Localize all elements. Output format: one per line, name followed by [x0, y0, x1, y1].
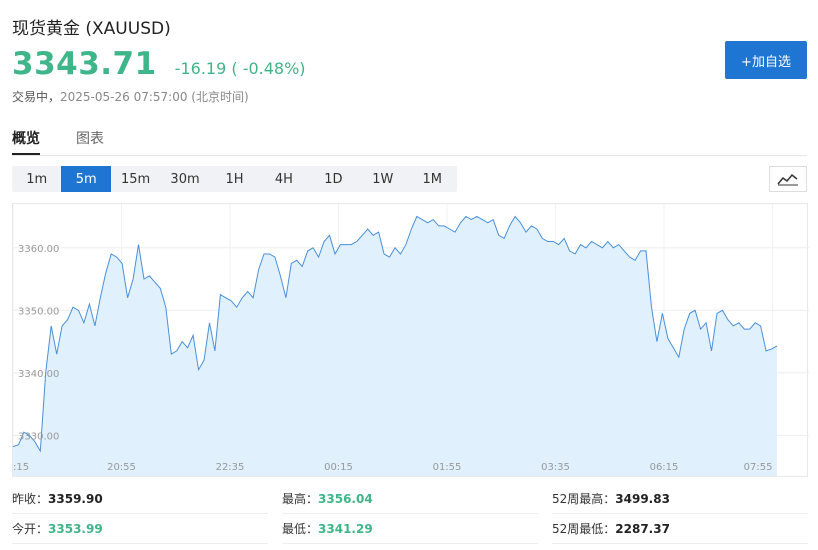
stat-low: 最低： 3341.29 [282, 514, 538, 544]
stat-label: 52周最低： [552, 522, 616, 536]
stats-row: 昨收： 3359.90 最高： 3356.04 52周最高： 3499.83 [12, 484, 808, 514]
stats-table: 昨收： 3359.90 最高： 3356.04 52周最高： 3499.83 今开： 3… [12, 484, 808, 544]
period-30m[interactable]: 30m [170, 171, 200, 187]
x-tick-label: 03:35 [541, 462, 570, 473]
price-row: 3343.71 -16.19 ( -0.48%) [12, 46, 306, 82]
tab-chart[interactable]: 图表 [76, 131, 104, 147]
period-1mo[interactable]: 1M [422, 171, 442, 187]
stat-value: 3341.29 [318, 521, 373, 536]
stat-label: 52周最高： [552, 492, 616, 506]
x-tick-label: 07:55 [744, 462, 773, 473]
stat-prev-close: 昨收： 3359.90 [12, 484, 268, 514]
stat-52w-low: 52周最低： 2287.37 [552, 514, 808, 544]
x-tick-label: 06:15 [650, 462, 679, 473]
stat-label: 昨收： [12, 492, 49, 506]
period-1h[interactable]: 1H [225, 171, 244, 187]
price-change: -16.19 ( -0.48%) [174, 59, 306, 78]
stat-value: 3353.99 [48, 521, 103, 536]
period-1w[interactable]: 1W [372, 171, 394, 187]
period-1d[interactable]: 1D [324, 171, 343, 187]
stats-row: 今开： 3353.99 最低： 3341.29 52周最低： 2287.37 [12, 514, 808, 544]
stat-value: 3356.04 [318, 491, 373, 506]
x-tick-label: 20:55 [107, 462, 136, 473]
y-tick-label: 3350.00 [18, 306, 59, 317]
tab-bar: 概览 图表 [12, 118, 807, 156]
stat-high: 最高： 3356.04 [282, 484, 538, 514]
x-tick-label: 00:15 [324, 462, 353, 473]
price-chart-svg: 3360.00 3350.00 3340.00 3330.00 :15 20:55 22:… [13, 204, 809, 476]
trading-status: 交易中，2025-05-26 07:57:00 (北京时间) [12, 88, 249, 105]
stat-label: 最低： [282, 522, 319, 536]
x-tick-label: :15 [13, 462, 29, 473]
price-line [13, 215, 778, 453]
x-tick-label: 01:55 [433, 462, 462, 473]
stat-value: 3359.90 [48, 491, 103, 506]
line-chart-icon [777, 173, 798, 186]
stat-label: 最高： [282, 492, 319, 506]
period-5m[interactable]: 5m [61, 166, 111, 192]
y-tick-label: 3330.00 [18, 431, 59, 442]
current-price: 3343.71 [12, 46, 157, 82]
y-tick-label: 3340.00 [18, 369, 59, 380]
tab-overview[interactable]: 概览 [12, 118, 40, 155]
add-to-watchlist-button[interactable]: +加自选 [725, 41, 807, 79]
stat-value: 3499.83 [615, 491, 670, 506]
y-tick-label: 3360.00 [18, 244, 59, 255]
stat-52w-high: 52周最高： 3499.83 [552, 484, 808, 514]
stat-open: 今开： 3353.99 [12, 514, 268, 544]
stat-value: 2287.37 [615, 521, 670, 536]
period-selector: 1m 5m 15m 30m 1H 4H 1D 1W 1M [12, 166, 457, 192]
period-15m[interactable]: 15m [120, 171, 151, 187]
status-label: 交易中， [12, 90, 61, 104]
price-chart[interactable]: 3360.00 3350.00 3340.00 3330.00 :15 20:55 22:… [12, 203, 809, 477]
stat-label: 今开： [12, 522, 49, 536]
period-4h[interactable]: 4H [274, 171, 293, 187]
page-title: 现货黄金 (XAUUSD) [12, 19, 171, 39]
chart-type-button[interactable] [769, 166, 807, 192]
timestamp: 2025-05-26 07:57:00 (北京时间) [60, 90, 249, 104]
x-tick-label: 22:35 [216, 462, 245, 473]
period-1m[interactable]: 1m [26, 171, 48, 187]
price-area [13, 216, 777, 476]
